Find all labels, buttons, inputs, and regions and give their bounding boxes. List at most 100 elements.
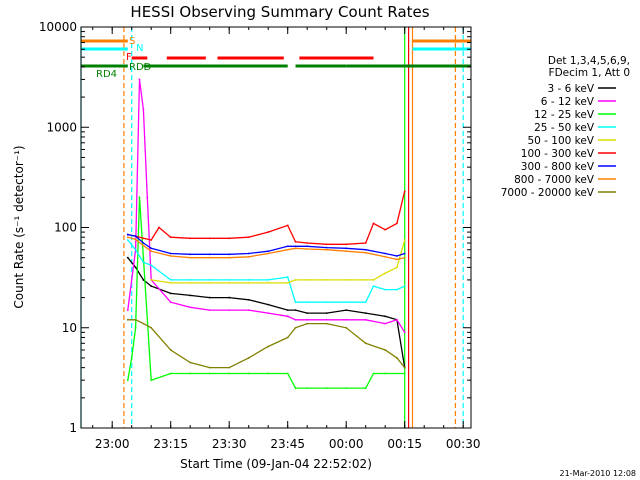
- data-point: [142, 322, 145, 325]
- data-point: [228, 366, 231, 369]
- data-point: [228, 372, 231, 375]
- x-tick-label-1: 23:15: [153, 437, 188, 451]
- data-point: [189, 361, 192, 364]
- data-point: [150, 239, 153, 241]
- data-point: [306, 279, 309, 281]
- data-point: [306, 318, 309, 321]
- data-point: [396, 288, 398, 291]
- data-point: [396, 222, 398, 225]
- data-point: [208, 309, 211, 311]
- data-point: [142, 108, 145, 111]
- data-point: [306, 322, 309, 325]
- data-point: [384, 322, 387, 325]
- data-point: [396, 318, 398, 321]
- data-point: [228, 296, 231, 299]
- chart-title: HESSI Observing Summary Count Rates: [130, 3, 429, 21]
- data-point: [126, 256, 129, 259]
- flag-label-rd4: RD4: [96, 69, 117, 80]
- data-point: [189, 306, 192, 309]
- data-point: [267, 312, 270, 315]
- data-point: [294, 240, 297, 243]
- data-point: [294, 318, 297, 321]
- data-point: [384, 272, 387, 275]
- data-point: [126, 318, 129, 321]
- data-point: [364, 279, 367, 281]
- data-point: [286, 372, 289, 375]
- data-point: [325, 246, 328, 249]
- data-point: [126, 379, 129, 382]
- data-point: [396, 258, 398, 261]
- data-point: [208, 372, 211, 375]
- y-tick-label-2: 100: [54, 221, 77, 235]
- data-point: [142, 237, 145, 240]
- data-point: [208, 279, 211, 281]
- data-point: [126, 309, 129, 311]
- data-point: [247, 236, 250, 239]
- data-point: [267, 345, 270, 348]
- data-point: [403, 252, 406, 255]
- data-point: [294, 387, 297, 390]
- data-point: [267, 282, 270, 284]
- data-point: [294, 309, 297, 311]
- data-point: [134, 235, 137, 238]
- data-point: [189, 279, 192, 281]
- data-point: [169, 252, 172, 255]
- x-tick-label-4: 00:00: [329, 437, 364, 451]
- y-tick-label-4: 10000: [39, 20, 77, 34]
- data-point: [325, 301, 328, 304]
- data-point: [384, 372, 387, 375]
- data-point: [345, 326, 348, 329]
- data-point: [345, 301, 348, 304]
- flag-label-rdd: RDD: [129, 62, 152, 73]
- data-point: [372, 222, 375, 225]
- data-point: [294, 301, 297, 304]
- data-point: [294, 247, 297, 250]
- data-point: [364, 387, 367, 390]
- data-point: [306, 248, 309, 250]
- data-point: [364, 248, 367, 251]
- flag-label-f: F: [126, 52, 132, 63]
- data-point: [372, 279, 375, 281]
- data-point: [345, 247, 348, 250]
- y-tick-label-1: 10: [62, 321, 77, 335]
- data-point: [364, 312, 367, 315]
- data-point: [325, 387, 328, 390]
- data-point: [247, 372, 250, 375]
- data-point: [345, 309, 348, 311]
- legend-label-7: 800 - 7000 keV: [514, 174, 595, 186]
- data-point: [142, 256, 145, 259]
- y-tick-label-0: 1: [69, 421, 77, 435]
- data-point: [146, 196, 149, 199]
- data-point: [396, 357, 398, 359]
- data-point: [286, 315, 289, 318]
- data-point: [189, 256, 192, 259]
- data-point: [208, 237, 211, 240]
- data-point: [150, 279, 153, 281]
- data-point: [267, 279, 270, 281]
- data-point: [403, 285, 406, 288]
- series-line-1: [127, 79, 406, 333]
- data-point: [150, 285, 153, 288]
- legend-label-5: 100 - 300 keV: [521, 148, 595, 160]
- data-point: [134, 248, 137, 251]
- data-point: [267, 231, 270, 233]
- data-point: [208, 256, 211, 259]
- data-point: [150, 250, 153, 253]
- x-axis-label: Start Time (09-Jan-04 22:52:02): [180, 457, 372, 471]
- data-point: [345, 318, 348, 321]
- data-point: [372, 285, 375, 288]
- data-point: [325, 279, 328, 281]
- data-point: [294, 279, 297, 281]
- x-tick-label-5: 00:15: [387, 437, 422, 451]
- legend-label-6: 300 - 800 keV: [521, 161, 595, 173]
- x-tick-label-0: 23:00: [95, 437, 130, 451]
- data-point: [169, 292, 172, 295]
- data-point: [169, 279, 172, 281]
- data-point: [267, 252, 270, 255]
- data-point: [306, 387, 309, 390]
- data-point: [169, 236, 172, 239]
- data-point: [403, 256, 406, 259]
- data-point: [247, 309, 250, 311]
- data-point: [267, 303, 270, 306]
- data-point: [267, 372, 270, 375]
